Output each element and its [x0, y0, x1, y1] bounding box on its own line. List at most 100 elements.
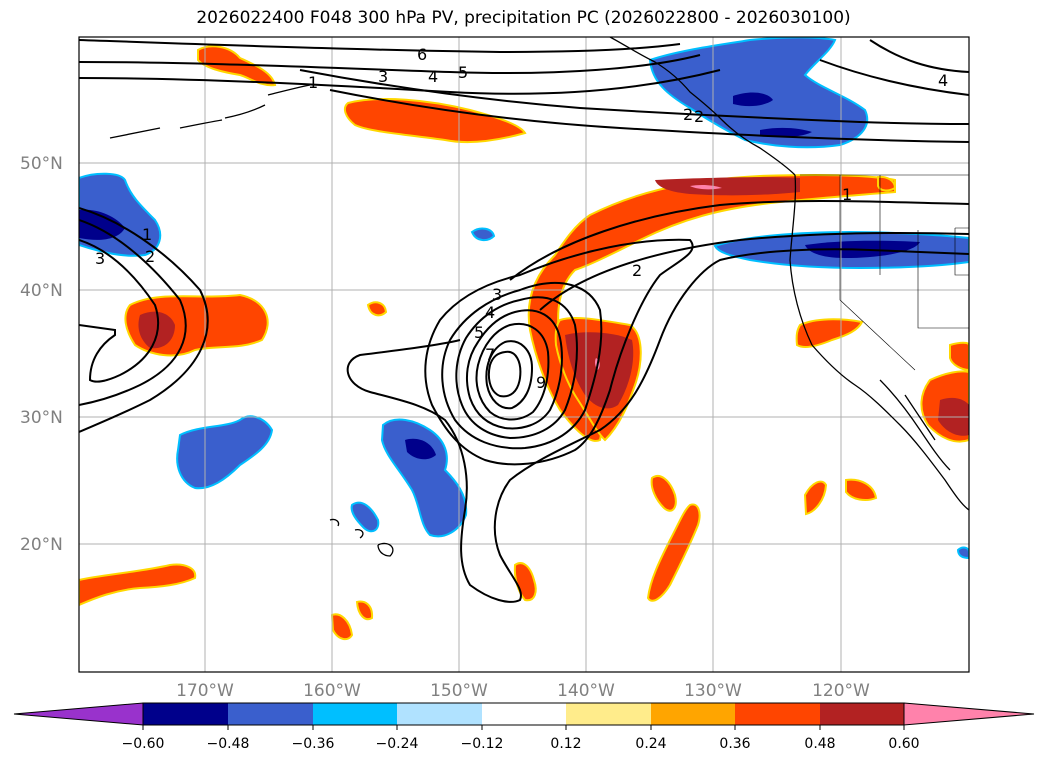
contour-label: 5	[474, 323, 484, 342]
pv-contour-ne-b	[819, 59, 969, 96]
alaska-coast	[609, 37, 796, 176]
baja	[879, 379, 951, 471]
lat-label: 50°N	[20, 154, 63, 174]
pos-anomaly-hawaii-s2	[355, 600, 374, 621]
colorbar-tick-label: 0.12	[550, 736, 581, 752]
pv-contours	[79, 39, 969, 603]
contour-label: 2	[694, 107, 704, 126]
lon-label: 150°W	[430, 681, 488, 701]
contour-label: 3	[378, 67, 388, 86]
pos-core-central	[565, 332, 634, 409]
pv-contour-west-1	[79, 207, 209, 433]
pos-anomaly-south-2	[650, 475, 677, 512]
neg-core-gulf-alaska	[733, 92, 773, 107]
pos-anomaly-west-south	[79, 563, 197, 607]
pos-anomaly-aleutians	[343, 98, 527, 144]
pos-anomaly-hawaii-east	[513, 562, 537, 602]
pv-trough-6	[475, 322, 550, 421]
lon-labels: 170°W 160°W 150°W 140°W 130°W 120°W	[176, 681, 870, 701]
colorbar-extend-left	[13, 702, 144, 726]
colorbar-segment	[313, 703, 397, 725]
lat-label: 20°N	[20, 535, 63, 555]
colorbar-outline	[142, 702, 905, 726]
colorbar-segment	[651, 703, 735, 725]
neg-core-gulf-alaska-2	[760, 127, 812, 137]
na-west-coast	[789, 174, 969, 511]
pos-anomaly-hawaii-s1	[330, 613, 354, 641]
pv-contour-north-4	[299, 69, 969, 125]
contour-label: 1	[842, 185, 852, 204]
lon-label: 170°W	[176, 681, 234, 701]
pv-trough-outer	[346, 248, 969, 603]
pos-core-jet	[655, 177, 800, 196]
neg-core-hawaii-north	[405, 438, 436, 460]
plot-frame	[78, 36, 970, 673]
colorbar-segment	[397, 703, 482, 725]
state-lines	[839, 175, 969, 371]
neg-anomaly-small	[470, 227, 496, 242]
pv-trough-5	[465, 309, 563, 430]
plot-title: 2026022400 F048 300 hPa PV, precipitatio…	[196, 8, 851, 28]
pos-anomaly-baja-w1	[803, 480, 828, 516]
pv-contour-west-3	[79, 239, 160, 383]
hawaii	[329, 518, 394, 557]
neg-anomaly-hawaii-north	[380, 418, 468, 538]
lon-label: 130°W	[684, 681, 742, 701]
colorbar-tick-label: −0.12	[461, 736, 504, 752]
neg-core-west	[79, 209, 125, 240]
contour-label: 3	[492, 285, 502, 304]
contour-label: 2	[145, 247, 155, 266]
contour-label: 2	[683, 105, 693, 124]
pos-anomaly-socal	[795, 318, 864, 349]
lon-label: 160°W	[303, 681, 361, 701]
neg-anomaly-hawaii-island	[350, 501, 380, 533]
coastlines	[109, 37, 969, 557]
colorbar-ticks	[142, 725, 905, 730]
colorbar: −0.60 −0.48 −0.36 −0.24 −0.12 0.12 0.24 …	[13, 702, 1035, 752]
contour-label: 5	[458, 63, 468, 82]
lon-label: 140°W	[557, 681, 615, 701]
colorbar-segment	[228, 703, 313, 725]
political-borders	[800, 174, 969, 371]
pv-contour-north-3	[79, 69, 721, 95]
colorbar-tick-label: 0.36	[719, 736, 750, 752]
contour-label-group: 6 3 4 5 1 2 1 4 2 1 3 2 3 4 5 7 9 2	[95, 45, 948, 392]
pv-contour-west-2	[79, 219, 187, 406]
contour-label: 4	[938, 71, 948, 90]
pos-max-jet	[690, 184, 722, 190]
colorbar-segment	[143, 703, 228, 725]
pv-contour-ne-4	[869, 39, 969, 73]
contour-label: 4	[485, 303, 495, 322]
lat-label: 40°N	[20, 281, 63, 301]
pv-trough-9	[487, 350, 522, 398]
colorbar-tick-label: −0.36	[292, 736, 335, 752]
colorbar-extend-right	[903, 702, 1035, 726]
colorbar-segment	[566, 703, 651, 725]
pv-trough-3	[441, 282, 603, 450]
colorbar-tick-label: −0.60	[122, 736, 165, 752]
pv-trough-2	[424, 238, 694, 466]
pv-contour-jet-1	[509, 200, 969, 281]
lon-label: 120°W	[812, 681, 870, 701]
colorbar-tick-label: 0.24	[635, 736, 666, 752]
pv-trough-7	[485, 340, 534, 410]
contour-label: 6	[417, 45, 427, 64]
contour-label: 4	[428, 67, 438, 86]
pos-anomaly-mid	[366, 301, 388, 317]
colorbar-tick-label: 0.60	[888, 736, 919, 752]
neg-anomaly-se-corner	[956, 546, 969, 560]
colorbar-tick-label: −0.24	[376, 736, 419, 752]
pos-anomaly-mexico-n	[949, 341, 969, 372]
colorbar-segment	[820, 703, 904, 725]
lat-labels: 50°N 40°N 30°N 20°N	[20, 154, 63, 555]
lat-label: 30°N	[20, 408, 63, 428]
colorbar-segment	[482, 703, 566, 725]
pv-contour-north-1	[79, 39, 681, 54]
colorbar-tick-label: −0.48	[207, 736, 250, 752]
contour-label: 3	[95, 249, 105, 268]
colorbar-tick-label: 0.48	[804, 736, 835, 752]
pos-anomaly-jet-band	[527, 174, 896, 442]
precip-anomaly-shading	[79, 37, 969, 641]
contour-label: 9	[536, 373, 546, 392]
